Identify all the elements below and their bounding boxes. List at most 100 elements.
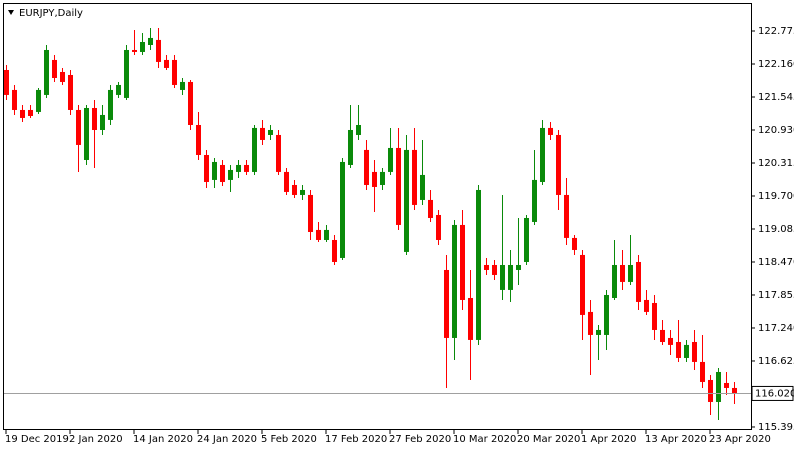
candle-body — [388, 147, 393, 172]
candle-body — [60, 71, 65, 82]
candle-body — [684, 344, 689, 358]
x-tick-label: 23 Apr 2020 — [709, 434, 771, 445]
candle-body — [492, 264, 497, 275]
x-tick-label: 17 Feb 2020 — [325, 434, 387, 445]
y-tick-label: 115.395 — [758, 422, 794, 433]
candle-body — [292, 184, 297, 195]
candle-body — [508, 264, 513, 290]
y-tick-label: 122.775 — [758, 26, 794, 37]
candle-body — [28, 109, 33, 116]
candle-body — [52, 59, 57, 78]
candle-body — [436, 214, 441, 240]
candle-body — [668, 337, 673, 345]
y-tick-label: 116.625 — [758, 356, 794, 367]
candle-body — [236, 164, 241, 172]
candle-body — [428, 199, 433, 218]
candle-body — [420, 174, 425, 200]
candle-body — [132, 49, 137, 52]
candle-body — [108, 89, 113, 120]
y-tick-label: 118.470 — [758, 257, 794, 268]
candle-body — [228, 169, 233, 180]
candle-body — [124, 49, 129, 98]
candle-body — [332, 239, 337, 262]
current-price-box — [751, 385, 794, 401]
candle-body — [212, 161, 217, 180]
candle-body — [308, 194, 313, 232]
candle-body — [532, 179, 537, 222]
candle-body — [20, 109, 25, 118]
x-tick-label: 13 Apr 2020 — [645, 434, 707, 445]
y-tick-label: 121.545 — [758, 92, 794, 103]
candle-body — [116, 84, 121, 95]
candle-body — [412, 149, 417, 205]
candle-body — [100, 114, 105, 130]
candle-body — [372, 171, 377, 187]
candle-body — [564, 194, 569, 238]
candle-body — [548, 127, 553, 135]
candle-body — [716, 371, 721, 402]
candle-body — [596, 329, 601, 335]
candle-body — [148, 37, 153, 45]
plot-frame — [3, 3, 752, 430]
candle-body — [276, 134, 281, 172]
candle-body — [348, 129, 353, 165]
candle-body — [612, 264, 617, 298]
candle-body — [340, 161, 345, 258]
symbol-menu-arrow[interactable] — [8, 10, 14, 15]
candle-body — [76, 109, 81, 145]
candle-body — [396, 147, 401, 225]
candle-body — [620, 264, 625, 282]
candle-body — [156, 39, 161, 62]
y-tick-label: 119.085 — [758, 224, 794, 235]
candle-body — [540, 127, 545, 182]
candle-body — [92, 107, 97, 130]
candle-body — [404, 149, 409, 252]
candle-body — [556, 134, 561, 195]
x-tick-label: 1 Apr 2020 — [581, 434, 636, 445]
candle-body — [140, 41, 145, 52]
candle-body — [316, 229, 321, 240]
current-price-label: 116.020 — [755, 388, 794, 399]
candle-body — [444, 269, 449, 338]
candle-body — [460, 224, 465, 300]
candle-body — [4, 69, 9, 95]
candle-body — [44, 49, 49, 95]
candle-body — [652, 302, 657, 330]
candle-body — [300, 189, 305, 195]
x-tick-label: 20 Mar 2020 — [517, 434, 580, 445]
candle-body — [660, 329, 665, 342]
candle-body — [260, 127, 265, 140]
candle-body — [708, 379, 713, 402]
candle-body — [196, 124, 201, 155]
candle-body — [484, 264, 489, 270]
candle-body — [380, 171, 385, 185]
candle-body — [724, 382, 729, 388]
candle-body — [644, 299, 649, 312]
y-tick-label: 120.930 — [758, 125, 794, 136]
candle-body — [732, 387, 737, 394]
y-tick-label: 122.160 — [758, 59, 794, 70]
y-tick-label: 120.315 — [758, 158, 794, 169]
x-tick-label: 19 Dec 2019 — [5, 434, 69, 445]
candle-body — [204, 154, 209, 182]
y-tick-label: 119.700 — [758, 191, 794, 202]
candle-body — [12, 89, 17, 110]
x-tick-label: 10 Mar 2020 — [453, 434, 516, 445]
x-tick-label: 27 Feb 2020 — [389, 434, 451, 445]
candle-body — [580, 254, 585, 315]
candle-body — [356, 124, 361, 135]
candle-body — [244, 164, 249, 172]
candle-body — [68, 74, 73, 110]
y-tick-label: 117.240 — [758, 323, 794, 334]
candle-body — [476, 189, 481, 340]
candle-body — [468, 297, 473, 340]
candle-body — [516, 264, 521, 270]
candle-body — [164, 59, 169, 68]
x-tick-label: 5 Feb 2020 — [261, 434, 317, 445]
candle-body — [84, 107, 89, 160]
candle-body — [252, 127, 257, 172]
candle-body — [284, 171, 289, 192]
